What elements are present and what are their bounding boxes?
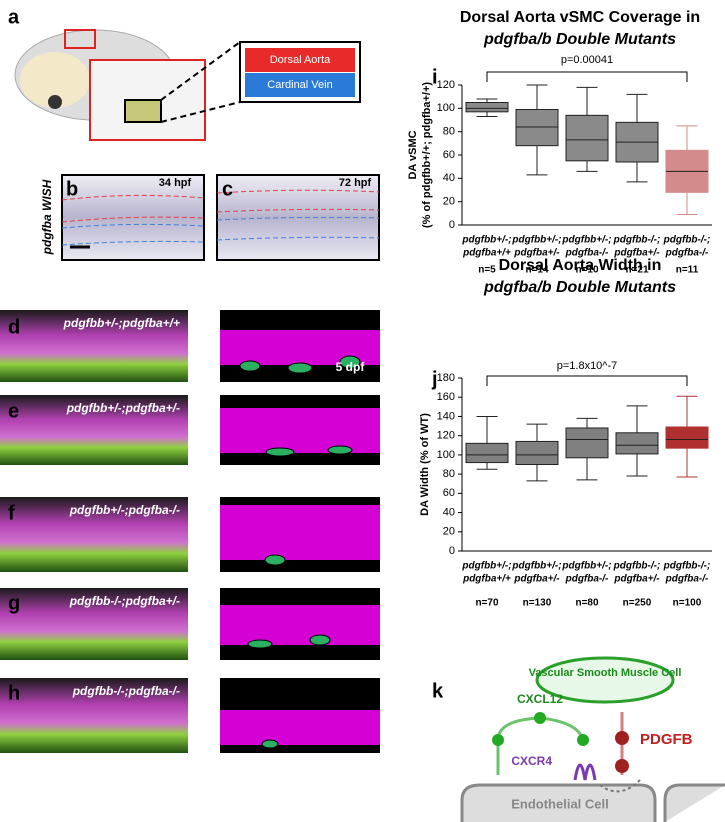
significance-bracket	[486, 71, 688, 82]
panel-label: i	[432, 66, 438, 88]
n-label: n=100	[673, 598, 702, 609]
box	[515, 109, 559, 147]
x-tick-label: pdgfba-/-	[565, 574, 609, 585]
panel-label: e	[8, 400, 19, 422]
n-label: n=11	[676, 265, 699, 276]
panel-label: k	[432, 680, 444, 702]
genotype-label: pdgfbb-/-;pdgfba+/-	[69, 594, 180, 608]
panel-label: a	[8, 6, 20, 28]
ligand-label: CXCL12	[517, 692, 563, 706]
panel-label: c	[222, 178, 233, 200]
x-tick-label: pdgfbb+/-;	[561, 561, 611, 572]
confocal-panels	[0, 310, 380, 753]
box	[515, 440, 559, 465]
y-tick-label: 80	[443, 468, 455, 480]
y-tick-label: 180	[437, 372, 455, 384]
y-axis-label: (% of pdgfbb+/+; pdgfba+/+)	[421, 82, 433, 228]
x-tick-label: pdgfba+/+	[462, 574, 511, 585]
panel-label: d	[8, 316, 20, 338]
chart-title: Dorsal Aorta vSMC Coverage in	[460, 9, 700, 26]
box	[615, 432, 659, 455]
n-label: n=130	[523, 598, 552, 609]
x-tick-label: pdgfba+/-	[513, 248, 560, 259]
vsmc-label: Vascular Smooth Muscle Cell	[529, 667, 682, 679]
vsmc-label-text: Vascular Smooth Muscle Cell	[529, 667, 682, 679]
y-tick-label: 40	[443, 172, 455, 184]
panel-label: b	[66, 178, 78, 200]
endothelial-label: Endothelial Cell	[511, 796, 609, 811]
x-tick-label: pdgfbb+/-;	[461, 235, 511, 246]
panel-label: g	[8, 592, 20, 614]
factor-label: PDGFB	[640, 731, 693, 748]
x-tick-label: pdgfba-/-	[665, 248, 709, 259]
n-label: n=21	[625, 265, 649, 276]
p-value: p=1.8x10^-7	[557, 360, 618, 372]
timepoint: 72 hpf	[339, 177, 372, 189]
timepoint: 34 hpf	[159, 177, 192, 189]
genotype-label: pdgfbb+/-;pdgfba+/+	[63, 316, 180, 330]
wish-label: pdgfba WISH	[40, 179, 54, 255]
n-label: n=14	[525, 265, 549, 276]
stage-label: 5 dpf	[336, 360, 366, 374]
x-tick-label: pdgfbb+/-;	[561, 235, 611, 246]
y-axis-label: DA vSMC	[407, 130, 419, 179]
x-tick-label: pdgfba-/-	[565, 248, 609, 259]
chart-title: Dorsal Aorta Width in	[499, 257, 662, 274]
n-label: n=70	[475, 598, 499, 609]
p-value: p=0.00041	[561, 54, 613, 66]
y-tick-label: 20	[443, 196, 455, 208]
y-tick-label: 0	[449, 545, 455, 557]
x-tick-label: pdgfbb-/-;	[613, 235, 661, 246]
y-tick-label: 100	[437, 102, 455, 114]
y-tick-label: 120	[437, 430, 455, 442]
n-label: n=10	[575, 265, 599, 276]
y-tick-label: 40	[443, 506, 455, 518]
x-tick-label: pdgfba+/-	[613, 248, 660, 259]
x-tick-label: pdgfbb-/-;	[613, 561, 661, 572]
y-tick-label: 160	[437, 391, 455, 403]
vein-label: Cardinal Vein	[267, 79, 332, 91]
x-tick-label: pdgfbb-/-;	[663, 561, 711, 572]
embryo-schematic	[14, 29, 361, 141]
box	[565, 427, 609, 459]
y-tick-label: 60	[443, 149, 455, 161]
vessel-outlines	[61, 189, 380, 246]
box	[665, 426, 709, 449]
y-tick-label: 0	[449, 219, 455, 231]
y-tick-label: 60	[443, 487, 455, 499]
x-tick-label: pdgfba+/-	[513, 574, 560, 585]
n-label: n=80	[575, 598, 599, 609]
y-tick-label: 140	[437, 410, 455, 422]
n-label: n=250	[623, 598, 652, 609]
chart-title: pdgfba/b Double Mutants	[483, 31, 676, 48]
box	[465, 442, 509, 464]
y-axis-label: DA Width (% of WT)	[419, 413, 431, 516]
pathway-diagram	[460, 656, 725, 822]
x-tick-label: pdgfbb+/-;	[511, 561, 561, 572]
y-tick-label: 120	[437, 79, 455, 91]
artery-label: Dorsal Aorta	[270, 54, 331, 66]
n-label: n=5	[478, 265, 496, 276]
box	[565, 114, 609, 162]
genotype-label: pdgfbb-/-;pdgfba-/-	[72, 684, 180, 698]
x-tick-label: pdgfbb-/-;	[663, 235, 711, 246]
y-tick-label: 100	[437, 449, 455, 461]
receptor-label: CXCR4	[511, 754, 552, 768]
panel-label: j	[431, 368, 438, 390]
box	[465, 102, 509, 113]
x-tick-label: pdgfbb+/-;	[511, 235, 561, 246]
y-tick-label: 20	[443, 526, 455, 538]
panel-label: h	[8, 682, 20, 704]
x-tick-label: pdgfbb+/-;	[461, 561, 511, 572]
genotype-label: pdgfbb+/-;pdgfba-/-	[69, 503, 180, 517]
significance-bracket	[486, 375, 688, 386]
genotype-label: pdgfbb+/-;pdgfba+/-	[66, 401, 180, 415]
x-tick-label: pdgfba+/+	[462, 248, 511, 259]
x-tick-label: pdgfba+/-	[613, 574, 660, 585]
x-tick-label: pdgfba-/-	[665, 574, 709, 585]
y-tick-label: 80	[443, 126, 455, 138]
panel-label: f	[8, 502, 15, 524]
chart-title: pdgfba/b Double Mutants	[483, 279, 676, 296]
